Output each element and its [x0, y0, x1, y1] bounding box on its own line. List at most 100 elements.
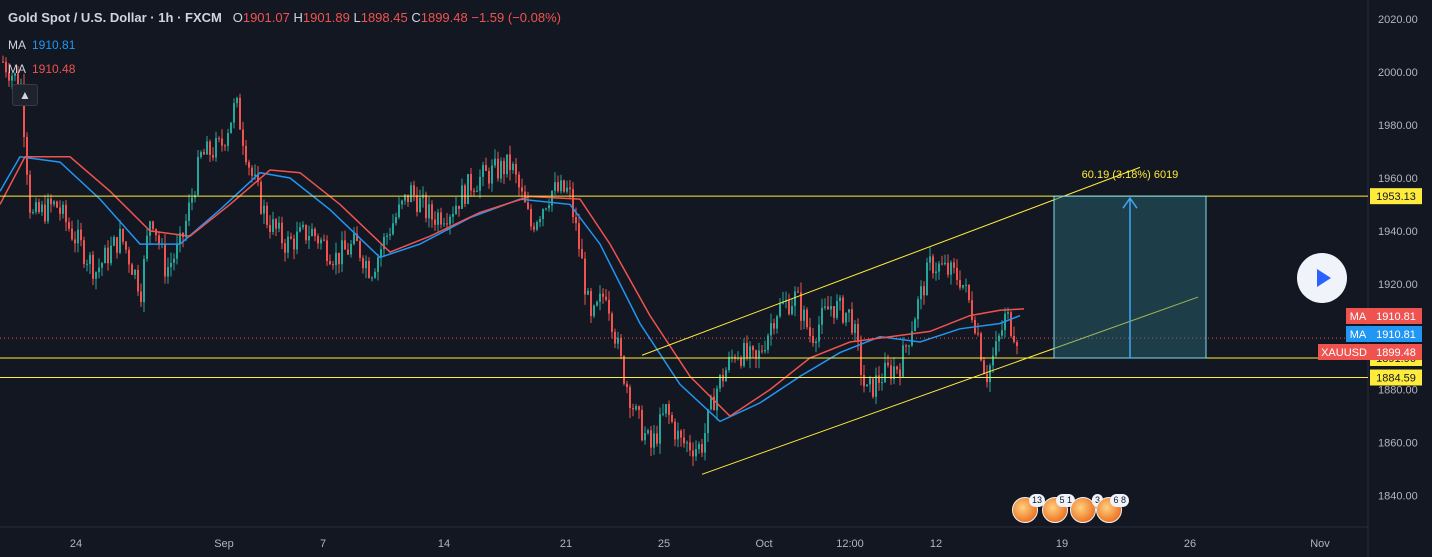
candle-body [716, 388, 718, 411]
x-tick-label: 19 [1056, 538, 1068, 550]
candle-body [581, 249, 583, 259]
candle-body [698, 444, 700, 450]
candle-body [719, 374, 721, 389]
candle-body [863, 375, 865, 387]
symbol-name[interactable]: Gold Spot / U.S. Dollar [8, 10, 147, 25]
candle-body [926, 262, 928, 296]
y-tick-label: 1960.00 [1378, 173, 1418, 185]
interval-label[interactable]: 1h [158, 10, 174, 25]
candle-body [341, 240, 343, 265]
candle-body [380, 249, 382, 258]
candle-body [674, 421, 676, 440]
indicator-ma-fast[interactable]: MA 1910.81 [8, 38, 75, 52]
candle-body [134, 269, 136, 275]
candle-body [431, 204, 433, 220]
event-flag-icon[interactable]: 3 [1070, 494, 1103, 523]
indicator-label: MA [8, 62, 26, 76]
candle-body [5, 61, 7, 73]
y-tick-label: 1840.00 [1378, 490, 1418, 502]
candle-body [329, 261, 331, 265]
candle-body [221, 138, 223, 146]
close-key: C [411, 10, 421, 25]
candle-body [830, 306, 832, 310]
candle-body [125, 241, 127, 250]
candle-body [650, 430, 652, 448]
candle-body [611, 313, 613, 332]
candle-body [158, 235, 160, 244]
candle-body [209, 141, 211, 155]
range-measure-label: 60.19 (3.18%) 6019 [1082, 169, 1179, 181]
candle-body [641, 409, 643, 441]
candle-body [215, 138, 217, 158]
candle-body [128, 249, 130, 265]
chevron-up-icon[interactable]: ▲ [12, 84, 38, 106]
candle-body [1010, 312, 1012, 336]
candle-body [755, 350, 757, 359]
candle-body [428, 204, 430, 219]
separator: · [177, 10, 182, 25]
candle-body [245, 145, 247, 163]
candle-body [257, 174, 259, 182]
candle-body [455, 205, 457, 214]
event-flag-icon[interactable]: 5 1 [1042, 494, 1075, 523]
candle-body [164, 243, 166, 277]
candle-body [686, 442, 688, 444]
candle-body [806, 309, 808, 328]
x-tick-label: 24 [70, 538, 82, 550]
candle-body [875, 375, 877, 397]
candle-body [302, 224, 304, 228]
high-key: H [293, 10, 303, 25]
candle-body [305, 224, 307, 241]
candle-body [11, 75, 13, 81]
candle-body [413, 185, 415, 196]
candle-body [656, 433, 658, 444]
y-tick-label: 1980.00 [1378, 120, 1418, 132]
candle-body [827, 306, 829, 310]
candle-body [218, 138, 220, 140]
axis-tag-value: 1899.48 [1376, 347, 1416, 359]
candle-body [884, 362, 886, 383]
candle-body [653, 433, 655, 448]
candle-body [56, 201, 58, 208]
event-flag-icon[interactable]: 6 8 [1096, 494, 1129, 523]
candle-body [530, 208, 532, 227]
candle-body [941, 263, 943, 265]
candle-body [623, 356, 625, 384]
candle-body [236, 97, 238, 104]
open-key: O [232, 10, 243, 25]
candle-body [515, 163, 517, 175]
candle-body [728, 356, 730, 371]
y-tick-label: 2000.00 [1378, 67, 1418, 79]
candle-body [167, 267, 169, 277]
candle-body [836, 301, 838, 318]
candle-body [1007, 312, 1009, 314]
candle-body [695, 449, 697, 457]
candle-body [86, 263, 88, 265]
candle-body [344, 240, 346, 250]
candle-body [311, 228, 313, 237]
event-flag-icon[interactable]: 13 [1012, 494, 1045, 523]
candle-body [440, 212, 442, 225]
play-icon[interactable] [1297, 253, 1347, 303]
candle-body [242, 129, 244, 146]
candle-body [890, 365, 892, 380]
indicator-ma-slow[interactable]: MA 1910.48 [8, 62, 75, 76]
candle-body [782, 301, 784, 304]
candle-body [65, 204, 67, 223]
candle-body [896, 366, 898, 370]
candle-body [293, 238, 295, 250]
candle-body [842, 297, 844, 323]
candle-body [101, 263, 103, 268]
candle-body [119, 228, 121, 253]
axis-tag-name: XAUUSD [1321, 347, 1367, 359]
y-tick-label: 2020.00 [1378, 14, 1418, 26]
candle-body [392, 223, 394, 235]
candle-body [146, 235, 148, 259]
candle-body [452, 213, 454, 217]
candle-body [845, 312, 847, 323]
candle-body [212, 154, 214, 158]
y-tick-label: 1880.00 [1378, 385, 1418, 397]
axis-tag-name: MA [1350, 329, 1367, 341]
candle-body [749, 346, 751, 358]
